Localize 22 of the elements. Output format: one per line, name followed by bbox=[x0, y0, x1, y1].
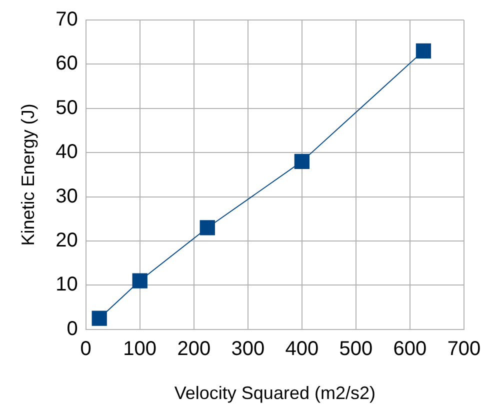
x-tick-label: 500 bbox=[339, 338, 373, 360]
x-tick-label: 300 bbox=[231, 338, 265, 360]
y-axis-title: Kinetic Energy (J) bbox=[18, 104, 38, 246]
y-tick-label: 20 bbox=[56, 230, 78, 252]
y-tick-label: 30 bbox=[56, 185, 78, 208]
y-tick-label: 60 bbox=[56, 52, 78, 75]
point bbox=[200, 220, 215, 236]
point bbox=[92, 310, 107, 326]
y-tick-label: 70 bbox=[56, 8, 78, 31]
y-tick-label: 40 bbox=[56, 141, 78, 164]
x-axis-title: Velocity Squared (m2/s2) bbox=[174, 383, 376, 404]
y-tick-label: 50 bbox=[56, 96, 78, 119]
point bbox=[132, 273, 148, 288]
x-tick-label: 100 bbox=[123, 338, 157, 360]
point bbox=[294, 154, 310, 170]
x-tick-label: 700 bbox=[447, 338, 481, 360]
y-tick-label: 10 bbox=[56, 274, 78, 296]
x-tick-label: 400 bbox=[285, 338, 319, 360]
y-tick-label: 0 bbox=[66, 318, 78, 340]
x-tick-label: 200 bbox=[177, 338, 211, 360]
point bbox=[416, 43, 432, 59]
x-tick-label: 600 bbox=[393, 338, 427, 360]
